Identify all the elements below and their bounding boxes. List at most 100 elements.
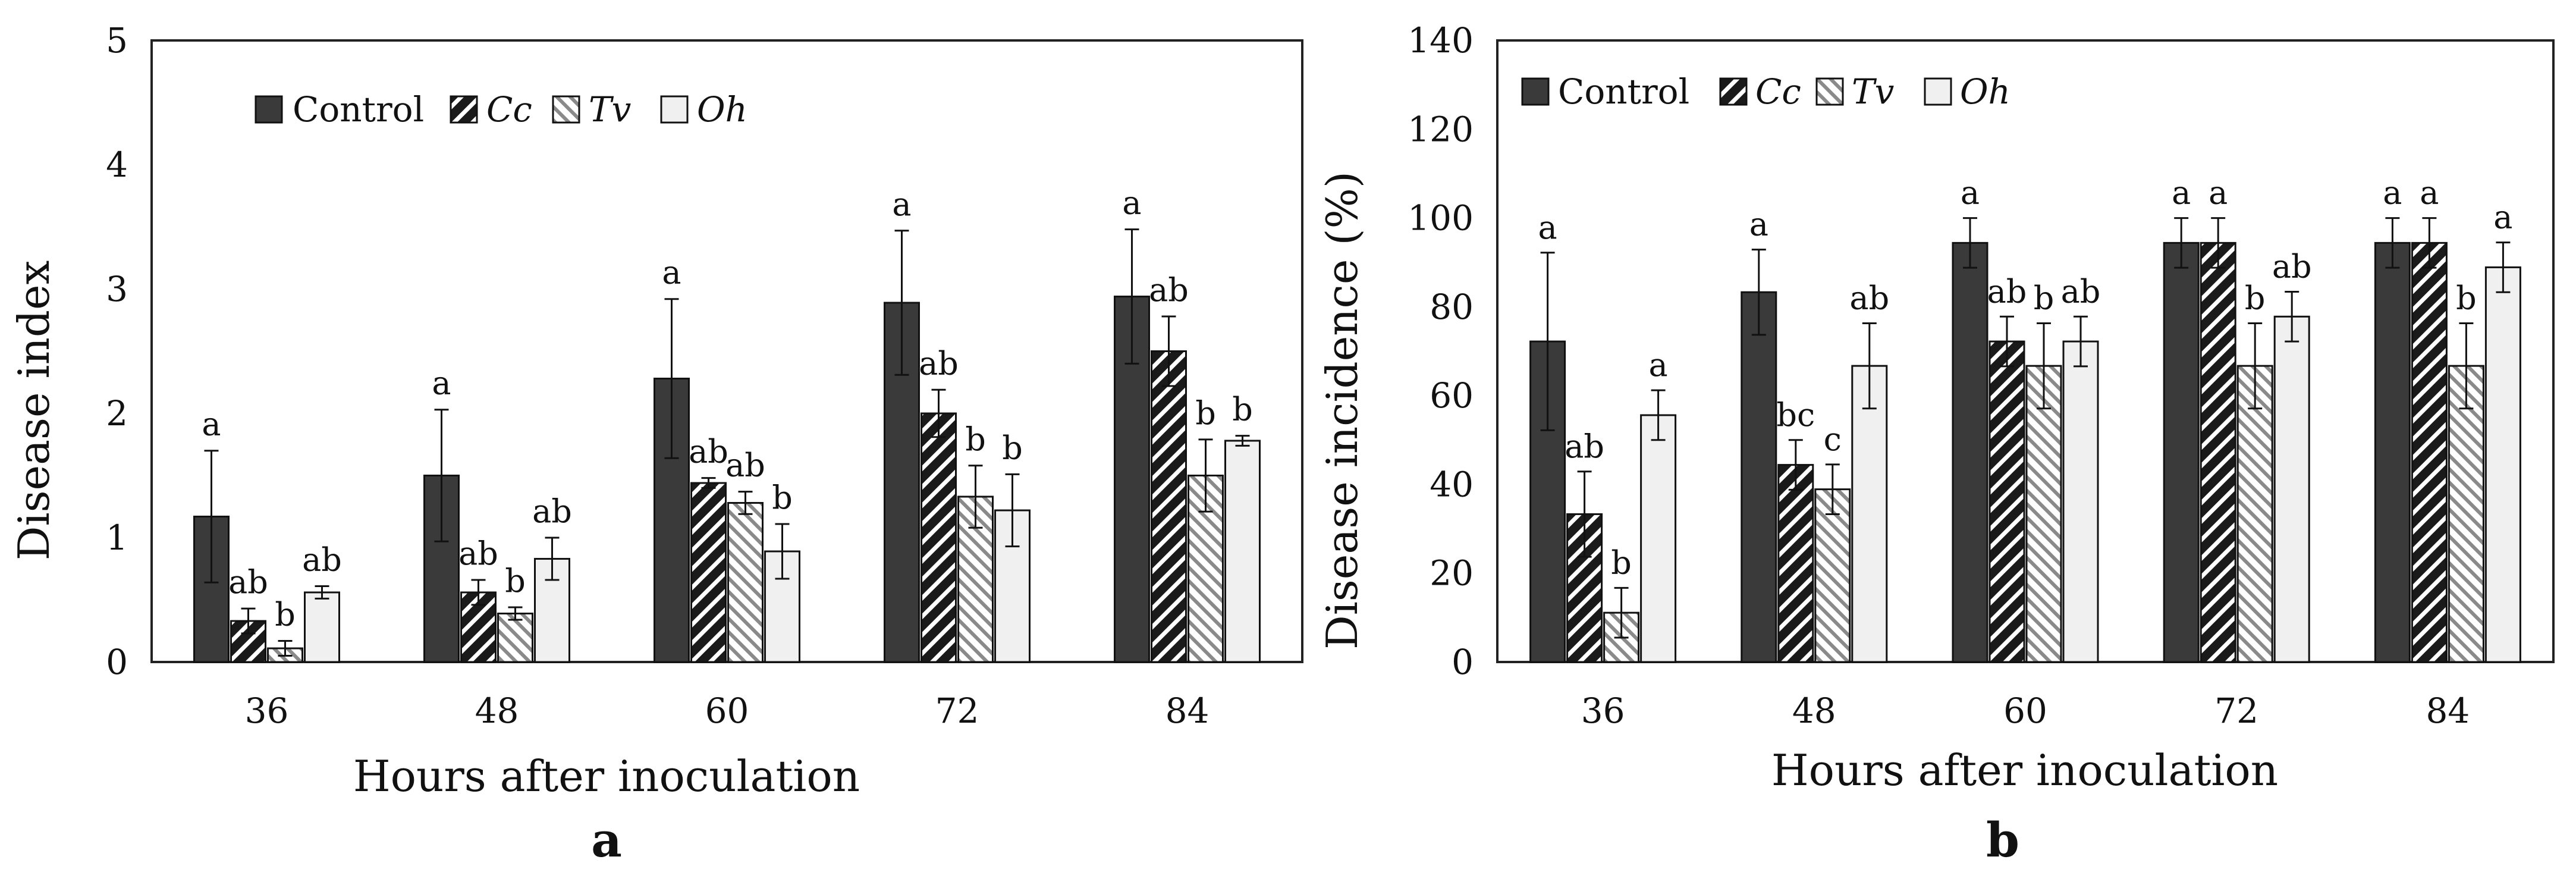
- bar-tv-48: [1814, 488, 1851, 663]
- legend-b-label-tv: Tv: [1852, 71, 1895, 112]
- significance-letter-cc-84: a: [2420, 174, 2439, 212]
- significance-letter-tv-84: b: [2456, 279, 2477, 316]
- legend-b-swatch-tv: [1815, 77, 1844, 106]
- x-tick-label: 72: [935, 691, 979, 731]
- bar-cc-60: [1988, 340, 2025, 663]
- x-tick-label: 84: [2426, 691, 2470, 731]
- significance-letter-tv-48: b: [505, 562, 526, 600]
- significance-letter-control-60: a: [662, 254, 681, 291]
- panel-a-legend: Control Cc Tv Oh: [255, 89, 747, 130]
- significance-letter-control-84: a: [1122, 184, 1141, 222]
- x-tick-label: 36: [1581, 691, 1625, 731]
- panel-b-y-axis-label: Disease incidence (%): [1317, 171, 1367, 650]
- significance-letter-cc-72: a: [2209, 174, 2228, 212]
- y-tick-label: 120: [1408, 109, 1474, 149]
- bar-control-60: [1952, 241, 1988, 663]
- bar-control-48: [1741, 291, 1777, 663]
- bar-cc-48: [1777, 464, 1814, 663]
- legend-a-swatch-cc: [450, 95, 478, 124]
- y-tick-label: 80: [1430, 287, 1474, 327]
- bar-control-72: [2163, 241, 2200, 663]
- y-tick-label: 60: [1430, 375, 1474, 416]
- significance-letter-cc-72: ab: [919, 344, 959, 382]
- significance-letter-tv-84: b: [1195, 394, 1216, 432]
- significance-letter-oh-84: a: [2493, 199, 2512, 236]
- y-tick-label: 3: [106, 269, 128, 309]
- legend-a-swatch-oh: [660, 95, 689, 124]
- significance-letter-control-48: a: [432, 365, 451, 402]
- significance-letter-control-36: a: [202, 406, 221, 443]
- legend-a-label-control: Control: [293, 89, 424, 130]
- x-tick-label: 48: [475, 691, 519, 731]
- y-tick-label: 0: [106, 642, 128, 682]
- significance-letter-oh-48: ab: [532, 492, 572, 530]
- bar-tv-60: [2025, 365, 2062, 663]
- bar-cc-72: [2200, 241, 2236, 663]
- legend-a-swatch-tv: [552, 95, 580, 124]
- legend-a-label-cc: Cc: [486, 89, 532, 130]
- y-tick-label: 1: [106, 517, 128, 558]
- legend-a-label-oh: Oh: [697, 89, 747, 130]
- panel-b-frame: [1496, 39, 2555, 663]
- x-tick-label: 36: [245, 691, 289, 731]
- bar-oh-36: [304, 591, 340, 663]
- significance-letter-cc-36: ab: [228, 563, 268, 601]
- panel-a-y-axis-label: Disease index: [9, 261, 59, 560]
- significance-letter-oh-72: ab: [2272, 247, 2312, 285]
- significance-letter-control-84: a: [2383, 174, 2402, 212]
- legend-b-label-oh: Oh: [1960, 71, 2010, 112]
- significance-letter-cc-48: bc: [1776, 396, 1815, 434]
- bar-cc-72: [921, 412, 957, 663]
- bar-oh-84: [1224, 440, 1261, 663]
- x-tick-label: 72: [2214, 691, 2258, 731]
- legend-b-label-cc: Cc: [1755, 71, 1801, 112]
- significance-letter-control-36: a: [1538, 209, 1557, 246]
- significance-letter-oh-84: b: [1232, 391, 1253, 428]
- panel-a-label: a: [591, 812, 622, 868]
- significance-letter-oh-72: b: [1002, 429, 1023, 466]
- legend-a-swatch-control: [255, 95, 283, 124]
- significance-letter-tv-48: c: [1824, 421, 1842, 458]
- y-tick-label: 20: [1430, 553, 1474, 594]
- bar-control-84: [2374, 241, 2411, 663]
- bar-cc-84: [1151, 350, 1187, 663]
- significance-letter-tv-72: b: [965, 421, 986, 458]
- bar-tv-84: [2448, 365, 2484, 663]
- bar-cc-60: [690, 482, 727, 663]
- x-tick-label: 84: [1166, 691, 1210, 731]
- significance-letter-oh-60: ab: [2061, 272, 2101, 310]
- legend-b-swatch-oh: [1924, 77, 1952, 106]
- panel-a-frame: [150, 39, 1303, 663]
- significance-letter-oh-60: b: [772, 479, 793, 516]
- significance-letter-control-72: a: [892, 186, 911, 223]
- panel-b-legend: Control Cc Tv Oh: [1521, 71, 2010, 112]
- significance-letter-oh-36: a: [1648, 346, 1667, 384]
- legend-a-label-tv: Tv: [589, 89, 632, 130]
- significance-letter-oh-48: ab: [1849, 279, 1889, 316]
- legend-b-swatch-control: [1521, 77, 1550, 106]
- significance-letter-cc-84: ab: [1149, 271, 1189, 309]
- significance-letter-oh-36: ab: [302, 541, 342, 579]
- legend-b-swatch-cc: [1719, 77, 1748, 106]
- panel-b-label: b: [1986, 812, 2019, 868]
- y-tick-label: 0: [1452, 642, 1474, 682]
- bar-cc-84: [2411, 241, 2448, 663]
- significance-letter-control-60: a: [1961, 174, 1980, 212]
- y-tick-label: 100: [1408, 198, 1474, 239]
- bar-cc-36: [1566, 513, 1603, 663]
- significance-letter-cc-48: ab: [458, 535, 498, 572]
- y-tick-label: 2: [106, 393, 128, 434]
- bar-oh-84: [2484, 266, 2521, 663]
- significance-letter-control-72: a: [2172, 174, 2191, 212]
- panel-b-x-axis-label: Hours after inoculation: [1771, 745, 2278, 795]
- bar-oh-48: [1851, 365, 1888, 663]
- y-tick-label: 4: [106, 145, 128, 185]
- bar-oh-72: [2273, 315, 2310, 663]
- y-tick-label: 40: [1430, 464, 1474, 504]
- bar-tv-72: [2236, 365, 2273, 663]
- significance-letter-cc-60: ab: [689, 433, 728, 470]
